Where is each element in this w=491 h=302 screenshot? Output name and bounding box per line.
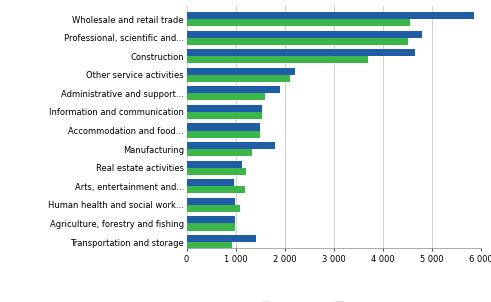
Bar	[187, 130, 260, 138]
Bar	[187, 38, 408, 45]
Bar	[187, 56, 368, 63]
Bar	[187, 142, 275, 149]
Bar	[187, 12, 474, 19]
Bar	[187, 242, 232, 249]
Bar	[187, 49, 415, 56]
Bar	[187, 124, 260, 130]
Bar	[187, 179, 234, 186]
Bar	[187, 161, 242, 168]
Bar	[187, 86, 280, 93]
Bar	[187, 93, 265, 101]
Bar	[187, 31, 422, 38]
Bar	[187, 105, 262, 112]
Bar	[187, 75, 290, 82]
Bar	[187, 223, 235, 230]
Bar	[187, 168, 246, 175]
Bar	[187, 205, 240, 212]
Bar	[187, 149, 252, 156]
Bar	[187, 68, 295, 75]
Bar	[187, 235, 256, 242]
Bar	[187, 186, 245, 193]
Bar	[187, 19, 410, 26]
Bar	[187, 112, 262, 119]
Bar	[187, 217, 235, 223]
Bar	[187, 198, 235, 205]
